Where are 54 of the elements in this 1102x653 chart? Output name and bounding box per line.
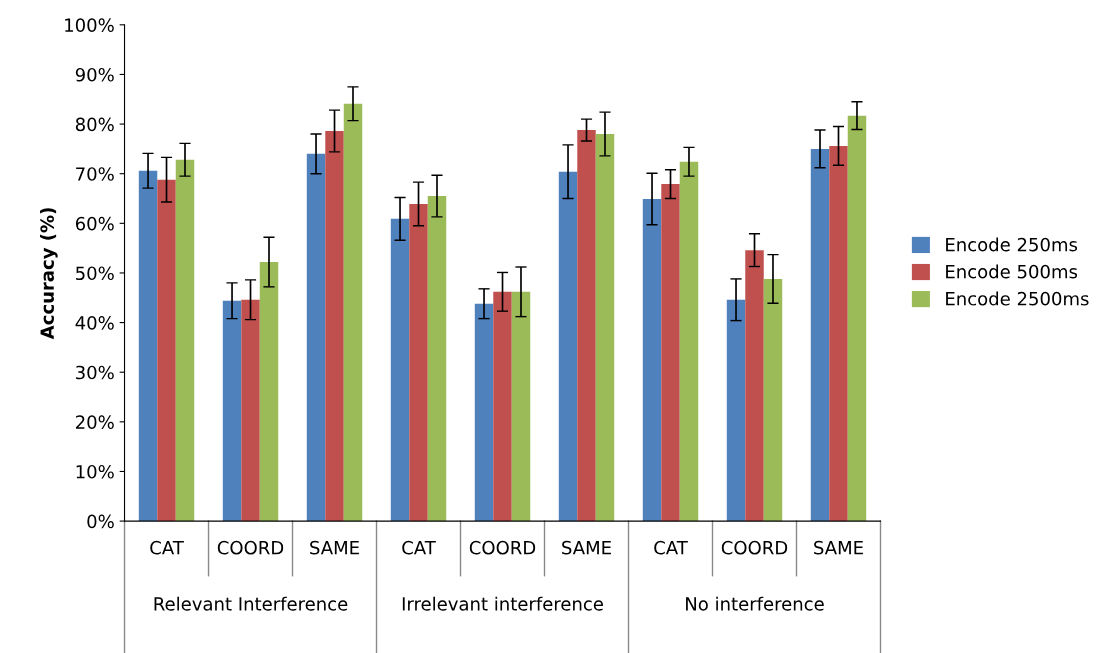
y-tick-label: 90% xyxy=(75,67,114,82)
y-tick-label: 60% xyxy=(75,216,114,231)
x-tick-label: COORD xyxy=(217,540,284,555)
text: No interference xyxy=(686,596,824,611)
text: Relevant Interference xyxy=(154,596,348,611)
bar xyxy=(222,300,242,522)
bar xyxy=(138,170,158,522)
bar xyxy=(726,299,746,522)
y-axis-title: Accuracy (%) xyxy=(40,208,58,340)
text: Irrelevant interference xyxy=(402,596,603,611)
y-tick-label: 20% xyxy=(76,415,114,429)
bar xyxy=(306,153,326,522)
bar xyxy=(409,203,428,522)
x-tick-label: CAT xyxy=(150,540,184,555)
y-tick-label: 80% xyxy=(75,117,114,132)
x-tick-label: CAT xyxy=(654,540,688,555)
x-tick-label: CAT xyxy=(402,540,436,555)
bar xyxy=(679,161,699,522)
bar xyxy=(829,145,848,522)
bar xyxy=(577,130,596,522)
bar xyxy=(259,262,279,522)
bar xyxy=(493,291,512,522)
x-tick-label: COORD xyxy=(469,540,536,555)
y-tick-label: 0% xyxy=(87,514,114,529)
bar xyxy=(642,199,662,522)
bar xyxy=(763,278,783,522)
bar xyxy=(558,171,578,522)
y-tick-label: 40% xyxy=(75,316,114,330)
bar xyxy=(810,148,830,522)
y-tick-label: 50% xyxy=(76,266,114,281)
y-tick-label: 70% xyxy=(76,167,114,181)
bar xyxy=(175,159,195,522)
bar xyxy=(511,291,531,522)
bar xyxy=(427,196,447,522)
y-tick-label: 10% xyxy=(76,464,114,479)
legend-label: Encode 500ms xyxy=(946,264,1078,279)
bar xyxy=(325,131,344,522)
x-tick-label: COORD xyxy=(721,540,788,555)
bar xyxy=(390,218,410,522)
bar xyxy=(595,134,615,522)
legend-label: Encode 2500ms xyxy=(946,291,1089,306)
y-tick-label: 30% xyxy=(76,365,114,380)
x-tick-label: SAME xyxy=(310,540,359,555)
bar xyxy=(474,303,494,522)
bar xyxy=(847,115,867,522)
y-tick-label: 100% xyxy=(65,18,114,32)
x-tick-label: SAME xyxy=(814,540,863,555)
x-tick-label: SAME xyxy=(562,540,611,555)
bar xyxy=(241,299,260,522)
legend-label: Encode 250ms xyxy=(946,237,1078,252)
bar xyxy=(661,184,680,522)
bar xyxy=(343,103,363,522)
bar xyxy=(745,250,764,522)
bar xyxy=(157,179,176,522)
